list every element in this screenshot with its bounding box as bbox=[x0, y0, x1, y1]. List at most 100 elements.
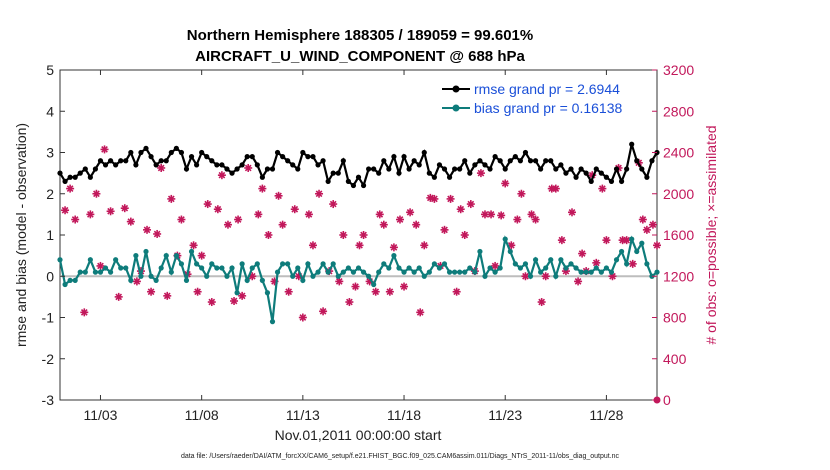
bias-point bbox=[158, 265, 164, 271]
assimilated-marker bbox=[71, 215, 80, 224]
bias-point bbox=[87, 257, 93, 263]
bias-point bbox=[330, 261, 336, 267]
assimilated-marker bbox=[147, 287, 156, 296]
bias-point bbox=[457, 269, 463, 275]
bias-point bbox=[588, 269, 594, 275]
legend-box bbox=[436, 78, 652, 118]
assimilated-marker bbox=[157, 163, 166, 172]
rmse-point bbox=[315, 162, 321, 168]
rmse-point bbox=[280, 154, 286, 160]
bias-point bbox=[82, 269, 88, 275]
rmse-point bbox=[452, 166, 458, 172]
assimilated-marker bbox=[126, 217, 135, 226]
assimilated-marker bbox=[230, 297, 239, 305]
bias-point bbox=[472, 269, 478, 275]
rmse-point bbox=[290, 162, 296, 168]
rmse-series bbox=[57, 141, 660, 189]
assimilated-marker bbox=[345, 298, 354, 307]
assimilated-marker bbox=[501, 179, 510, 188]
bias-point bbox=[295, 265, 301, 271]
rmse-point bbox=[457, 166, 463, 172]
assimilated-marker bbox=[244, 163, 253, 172]
bias-point bbox=[269, 319, 276, 325]
assimilated-marker bbox=[527, 210, 536, 219]
bias-point bbox=[487, 265, 493, 271]
rmse-point bbox=[366, 166, 372, 172]
rmse-point bbox=[229, 170, 235, 176]
assimilated-marker bbox=[537, 298, 546, 307]
rmse-point bbox=[143, 145, 149, 151]
assimilated-marker bbox=[238, 291, 247, 300]
bias-point bbox=[264, 290, 271, 296]
x-tick-label: 11/18 bbox=[387, 407, 421, 423]
rmse-point bbox=[214, 162, 220, 168]
bias-point bbox=[452, 269, 458, 275]
rmse-point bbox=[558, 162, 564, 168]
assimilated-marker bbox=[420, 241, 429, 250]
rmse-point bbox=[102, 162, 109, 168]
rmse-point bbox=[204, 154, 210, 160]
assimilated-marker bbox=[406, 208, 415, 217]
rmse-point bbox=[345, 178, 351, 184]
assimilated-marker bbox=[452, 287, 461, 296]
bias-point bbox=[517, 265, 523, 271]
bias-point bbox=[128, 277, 134, 283]
rmse-point bbox=[82, 166, 88, 172]
assimilated-marker bbox=[456, 205, 465, 214]
rmse-point bbox=[376, 170, 382, 176]
left-y-tick-label: 2 bbox=[46, 186, 54, 202]
assimilated-marker bbox=[359, 231, 368, 239]
assimilated-marker bbox=[120, 204, 129, 213]
x-axis: 11/03 11/08 11/13 11/18 11/23 11/28 bbox=[83, 70, 624, 423]
assimilated-marker bbox=[203, 200, 212, 209]
bias-point bbox=[558, 257, 564, 263]
bias-point bbox=[563, 265, 569, 271]
rmse-point bbox=[634, 158, 640, 164]
bias-point bbox=[355, 265, 362, 271]
bias-point bbox=[462, 269, 468, 275]
rmse-point bbox=[249, 154, 255, 160]
right-y-axis-label: # of obs: o=possible; ×=assimilated bbox=[703, 125, 719, 344]
bias-point bbox=[522, 261, 529, 267]
assimilated-marker bbox=[80, 308, 89, 317]
assimilated-marker bbox=[274, 191, 283, 200]
bias-point bbox=[421, 273, 427, 279]
legend-bias-label: bias grand pr = 0.16138 bbox=[474, 100, 622, 116]
bias-point bbox=[371, 281, 377, 288]
rmse-point bbox=[649, 158, 655, 164]
rmse-point bbox=[472, 162, 478, 168]
rmse-point bbox=[538, 166, 544, 172]
bias-point bbox=[290, 273, 296, 279]
bias-point bbox=[634, 248, 640, 255]
assimilated-marker bbox=[513, 215, 522, 224]
x-tick-label: 11/08 bbox=[185, 407, 219, 423]
assimilated-marker bbox=[217, 171, 226, 180]
rmse-point bbox=[573, 174, 579, 180]
assimilated-marker bbox=[315, 189, 324, 198]
x-axis-label: Nov.01,2011 00:00:00 start bbox=[275, 427, 442, 443]
assimilated-marker bbox=[223, 220, 232, 229]
rmse-point bbox=[183, 166, 190, 172]
bias-point bbox=[507, 248, 513, 255]
rmse-point bbox=[371, 166, 377, 172]
bias-point bbox=[57, 257, 63, 263]
assimilated-marker bbox=[487, 210, 496, 219]
bias-point bbox=[234, 290, 240, 296]
assimilated-marker bbox=[395, 215, 404, 224]
bias-point bbox=[608, 269, 615, 275]
bias-point bbox=[305, 261, 311, 267]
bias-point bbox=[548, 257, 554, 263]
bias-point bbox=[527, 273, 534, 279]
rmse-point bbox=[320, 158, 326, 164]
left-y-tick-label: -2 bbox=[42, 351, 55, 367]
bias-point bbox=[249, 265, 255, 271]
rmse-point bbox=[330, 170, 336, 176]
rmse-point bbox=[553, 166, 559, 172]
assimilated-marker bbox=[648, 220, 657, 229]
right-y-tick-label: 1600 bbox=[663, 227, 694, 243]
x-tick-label: 11/03 bbox=[83, 407, 117, 423]
rmse-point bbox=[310, 154, 316, 160]
bias-point bbox=[77, 269, 83, 275]
assimilated-marker bbox=[598, 184, 607, 193]
